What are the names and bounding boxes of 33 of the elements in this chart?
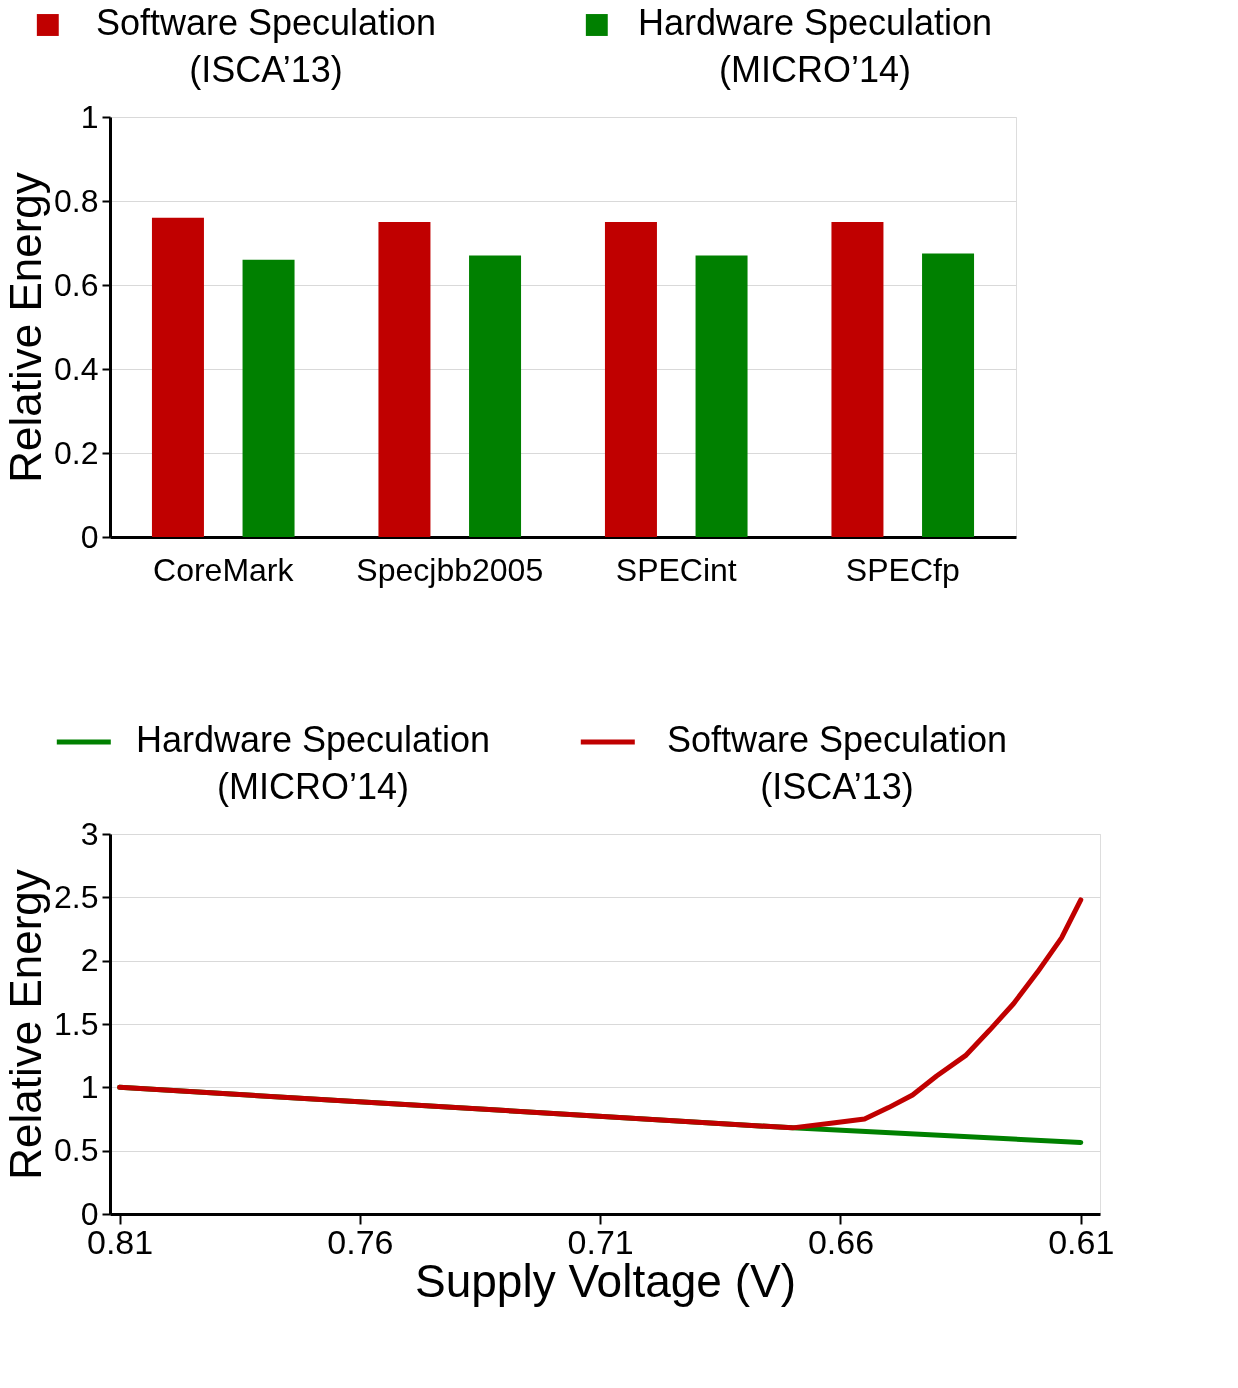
y-tick-label: 0.6 — [54, 266, 99, 303]
bar — [242, 259, 295, 537]
x-tick-label: SPECint — [615, 551, 737, 588]
bar — [922, 253, 975, 537]
x-tick-label: Specjbb2005 — [356, 551, 544, 588]
y-tick-label: 1.5 — [54, 1005, 99, 1042]
y-tick-label: 1 — [80, 1068, 99, 1105]
x-tick-label: 0.61 — [1048, 1222, 1115, 1261]
y-tick-label: 2.5 — [54, 878, 99, 915]
y-tick-label: 3 — [80, 815, 99, 852]
bar — [604, 222, 657, 537]
y-tick-label: 0.5 — [54, 1132, 99, 1169]
bar — [831, 222, 884, 537]
x-tick-label: CoreMark — [153, 551, 295, 588]
legend-label: Hardware Speculation (MICRO’14) — [135, 719, 491, 807]
y-tick-label: 0 — [80, 518, 99, 555]
y-tick-label: 0.8 — [54, 182, 99, 219]
bar — [469, 255, 522, 537]
y-axis-title: Relative Energy — [1, 172, 51, 483]
x-tick-label: SPECfp — [845, 551, 960, 588]
bar — [151, 217, 204, 537]
y-axis-title: Relative Energy — [1, 869, 51, 1180]
y-tick-label: 0.2 — [54, 434, 99, 471]
x-tick-label: 0.76 — [327, 1222, 394, 1261]
bar — [378, 222, 431, 537]
y-tick-label: 0.4 — [54, 350, 99, 387]
y-tick-label: 2 — [80, 942, 99, 979]
x-tick-label: 0.66 — [807, 1222, 875, 1261]
legend-label: Software Speculation (ISCA’13) — [666, 719, 1008, 807]
legend-label: Software Speculation (ISCA’13) — [95, 2, 437, 90]
y-tick-label: 1 — [80, 98, 99, 135]
bar — [695, 255, 748, 537]
legend-label: Hardware Speculation (MICRO’14) — [637, 2, 993, 90]
